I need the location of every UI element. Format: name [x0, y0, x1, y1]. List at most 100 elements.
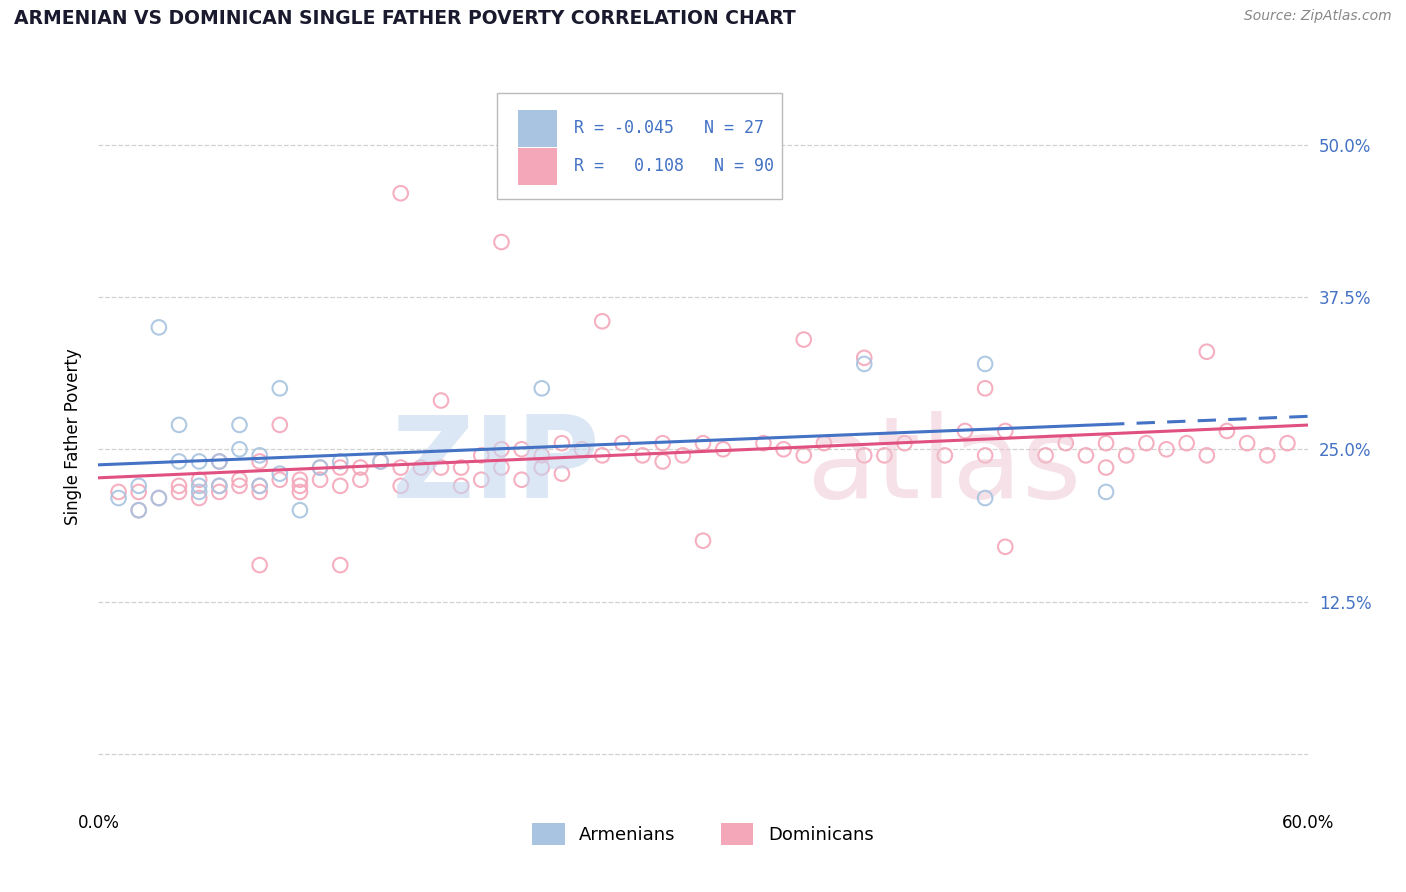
Point — [651, 454, 673, 468]
Legend: Armenians, Dominicans: Armenians, Dominicans — [533, 823, 873, 845]
Point — [692, 533, 714, 548]
Point — [249, 479, 271, 493]
Point — [450, 460, 472, 475]
Point — [1054, 436, 1077, 450]
Point — [631, 448, 654, 462]
Point — [470, 448, 492, 462]
Point — [1135, 436, 1157, 450]
Point — [1095, 460, 1118, 475]
Point — [188, 479, 211, 493]
Text: Source: ZipAtlas.com: Source: ZipAtlas.com — [1244, 9, 1392, 23]
Point — [370, 454, 392, 468]
Point — [128, 503, 150, 517]
Point — [228, 479, 250, 493]
Point — [188, 454, 211, 468]
Point — [128, 485, 150, 500]
Bar — [517, 148, 557, 185]
Point — [510, 473, 533, 487]
Point — [269, 467, 291, 481]
Point — [288, 479, 311, 493]
Point — [491, 442, 513, 457]
Point — [228, 417, 250, 432]
Point — [711, 442, 734, 457]
Point — [793, 333, 815, 347]
Point — [510, 442, 533, 457]
Point — [167, 454, 190, 468]
FancyBboxPatch shape — [498, 94, 782, 200]
Point — [934, 448, 956, 462]
Point — [309, 460, 332, 475]
Point — [249, 448, 271, 462]
Point — [470, 473, 492, 487]
Point — [893, 436, 915, 450]
Point — [107, 491, 129, 505]
Point — [430, 460, 453, 475]
Point — [591, 314, 613, 328]
Point — [148, 491, 170, 505]
Point — [389, 479, 412, 493]
Text: R =   0.108   N = 90: R = 0.108 N = 90 — [574, 158, 773, 176]
Point — [994, 540, 1017, 554]
Point — [349, 460, 371, 475]
Text: R = -0.045   N = 27: R = -0.045 N = 27 — [574, 120, 763, 137]
Point — [249, 485, 271, 500]
Point — [953, 424, 976, 438]
Point — [530, 460, 553, 475]
Point — [974, 381, 997, 395]
Point — [249, 558, 271, 573]
Point — [329, 454, 352, 468]
Point — [309, 473, 332, 487]
Point — [672, 448, 695, 462]
Point — [430, 393, 453, 408]
Point — [188, 473, 211, 487]
Text: ARMENIAN VS DOMINICAN SINGLE FATHER POVERTY CORRELATION CHART: ARMENIAN VS DOMINICAN SINGLE FATHER POVE… — [14, 9, 796, 28]
Point — [208, 454, 231, 468]
Point — [288, 473, 311, 487]
Point — [269, 381, 291, 395]
Point — [329, 558, 352, 573]
Point — [107, 485, 129, 500]
Point — [974, 357, 997, 371]
Point — [228, 473, 250, 487]
Point — [772, 442, 794, 457]
Point — [349, 473, 371, 487]
Point — [551, 436, 574, 450]
Point — [167, 417, 190, 432]
Point — [1195, 448, 1218, 462]
Point — [1277, 436, 1299, 450]
Point — [288, 485, 311, 500]
Point — [1035, 448, 1057, 462]
Point — [329, 460, 352, 475]
Point — [612, 436, 634, 450]
Point — [148, 491, 170, 505]
Point — [249, 479, 271, 493]
Point — [208, 454, 231, 468]
Y-axis label: Single Father Poverty: Single Father Poverty — [63, 349, 82, 525]
Point — [389, 460, 412, 475]
Point — [188, 485, 211, 500]
Point — [651, 436, 673, 450]
Point — [370, 454, 392, 468]
Point — [450, 479, 472, 493]
Point — [974, 491, 997, 505]
Point — [1216, 424, 1239, 438]
Point — [994, 424, 1017, 438]
Point — [1156, 442, 1178, 457]
Point — [1175, 436, 1198, 450]
Point — [853, 448, 876, 462]
Point — [692, 436, 714, 450]
Point — [813, 436, 835, 450]
Point — [208, 479, 231, 493]
Point — [752, 436, 775, 450]
Point — [530, 381, 553, 395]
Point — [1074, 448, 1097, 462]
Point — [1095, 436, 1118, 450]
Text: atlas: atlas — [806, 411, 1081, 522]
Point — [167, 479, 190, 493]
Point — [208, 485, 231, 500]
Point — [551, 467, 574, 481]
Point — [188, 491, 211, 505]
Point — [853, 357, 876, 371]
Point — [591, 448, 613, 462]
Point — [309, 460, 332, 475]
